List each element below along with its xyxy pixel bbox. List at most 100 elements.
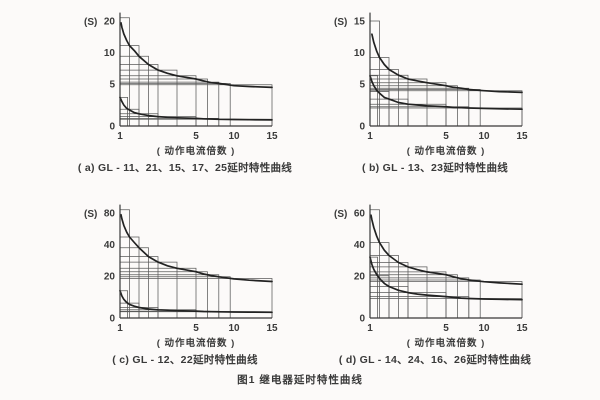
lower-limit-curve bbox=[119, 96, 273, 121]
upper-step bbox=[120, 209, 130, 318]
subplot-b: 0 5 10 15 1 5 10 15 (S)( 动作电流倍数 ) ( b) GL - 13、2… bbox=[318, 8, 552, 175]
subplot-c: 0 20 40 80 1 5 10 15 (S)( 动作电流倍数 ) ( c) GL - 12、… bbox=[68, 200, 302, 367]
x-tick-label: 5 bbox=[443, 131, 449, 142]
subplot-a: 0 5 10 20 1 5 10 15 (S)( 动作电流倍数 ) ( a) GL - 11、2… bbox=[68, 8, 302, 175]
upper-step bbox=[120, 261, 178, 318]
y-tick-label: 0 bbox=[359, 314, 365, 325]
x-axis-label: ( 动作电流倍数 ) bbox=[407, 145, 486, 157]
y-axis-unit-label: (S) bbox=[334, 209, 347, 220]
lower-step bbox=[120, 307, 159, 318]
lower-step bbox=[370, 275, 390, 318]
upper-step bbox=[370, 266, 428, 318]
y-tick-label: 20 bbox=[104, 17, 116, 28]
lower-step bbox=[370, 75, 378, 126]
x-tick-label: 10 bbox=[228, 131, 240, 142]
upper-step bbox=[120, 45, 140, 126]
y-tick-label: 5 bbox=[359, 80, 365, 91]
upper-step bbox=[120, 236, 140, 318]
upper-step bbox=[370, 85, 458, 126]
y-axis-unit-label: (S) bbox=[334, 17, 347, 28]
upper-step bbox=[120, 256, 159, 318]
x-tick-label: 15 bbox=[516, 131, 528, 142]
y-tick-label: 10 bbox=[104, 48, 116, 59]
y-tick-label: 20 bbox=[354, 272, 366, 283]
upper-step bbox=[370, 274, 458, 318]
lower-step bbox=[370, 98, 409, 126]
lower-step bbox=[370, 298, 523, 318]
y-tick-label: 60 bbox=[354, 209, 366, 220]
lower-step bbox=[120, 309, 197, 318]
upper-step bbox=[120, 267, 197, 318]
x-tick-label: 15 bbox=[266, 323, 278, 334]
lower-limit-curve bbox=[119, 289, 273, 314]
upper-step bbox=[370, 255, 399, 318]
lower-step bbox=[370, 286, 409, 318]
y-axis-unit-label: (S) bbox=[84, 209, 97, 220]
upper-limit-curve bbox=[120, 213, 273, 283]
upper-limit-curve bbox=[370, 214, 523, 286]
figure-title: 图1 继电器延时特性曲线 bbox=[237, 374, 363, 386]
upper-step bbox=[120, 55, 149, 126]
subplot-d-caption: ( d) GL - 14、24、16、26延时特性曲线 bbox=[338, 354, 532, 366]
lower-step bbox=[370, 103, 447, 126]
upper-step bbox=[120, 81, 220, 126]
y-tick-label: 10 bbox=[354, 48, 366, 59]
x-tick-label: 10 bbox=[478, 323, 490, 334]
upper-step bbox=[370, 20, 380, 126]
y-tick-label: 80 bbox=[104, 209, 116, 220]
y-tick-label: 5 bbox=[109, 80, 115, 91]
y-tick-label: 0 bbox=[109, 314, 115, 325]
y-tick-label: 40 bbox=[354, 240, 366, 251]
x-tick-label: 10 bbox=[478, 131, 490, 142]
upper-step bbox=[120, 276, 231, 318]
lower-step bbox=[120, 116, 197, 126]
y-tick-label: 20 bbox=[104, 272, 116, 283]
x-tick-label: 5 bbox=[193, 131, 199, 142]
subplot-d: 0 20 40 60 1 5 10 15 (S)( 动作电流倍数 ) ( d) GL - 14、… bbox=[318, 200, 552, 367]
upper-limit-curve bbox=[120, 22, 273, 89]
upper-step bbox=[120, 75, 197, 126]
x-tick-label: 10 bbox=[228, 323, 240, 334]
lower-step bbox=[120, 290, 128, 318]
x-tick-label: 5 bbox=[443, 323, 449, 334]
y-axis-unit-label: (S) bbox=[84, 17, 97, 28]
upper-step bbox=[370, 279, 481, 318]
upper-step bbox=[120, 278, 273, 318]
upper-step bbox=[120, 17, 130, 126]
x-tick-label: 15 bbox=[516, 323, 528, 334]
x-axis-label: ( 动作电流倍数 ) bbox=[407, 337, 486, 349]
x-axis-label: ( 动作电流倍数 ) bbox=[157, 337, 236, 349]
y-tick-label: 0 bbox=[109, 122, 115, 133]
upper-step bbox=[120, 83, 231, 126]
subplot-c-caption: ( c) GL - 12、22延时特性曲线 bbox=[112, 354, 258, 366]
y-tick-label: 40 bbox=[104, 240, 116, 251]
upper-step bbox=[120, 274, 220, 318]
x-axis-label: ( 动作电流倍数 ) bbox=[157, 145, 236, 157]
x-tick-label: 5 bbox=[193, 323, 199, 334]
lower-step bbox=[370, 292, 447, 318]
x-tick-label: 1 bbox=[367, 131, 373, 142]
lower-step bbox=[120, 118, 220, 126]
upper-step bbox=[120, 247, 149, 318]
upper-step bbox=[120, 84, 273, 126]
x-tick-label: 1 bbox=[367, 323, 373, 334]
upper-step bbox=[370, 69, 399, 126]
lower-step bbox=[370, 296, 470, 318]
upper-step bbox=[120, 78, 208, 126]
upper-step bbox=[370, 209, 380, 318]
lower-step bbox=[370, 107, 523, 126]
subplot-a-caption: ( a) GL - 11、21、15、17、25延时特性曲线 bbox=[77, 162, 293, 174]
upper-step bbox=[370, 89, 481, 126]
y-tick-label: 15 bbox=[354, 17, 366, 28]
upper-step bbox=[120, 64, 159, 126]
upper-step bbox=[120, 69, 178, 126]
x-tick-label: 15 bbox=[266, 131, 278, 142]
upper-limit-curve bbox=[371, 33, 523, 94]
lower-step bbox=[370, 256, 378, 318]
subplot-b-caption: ( b) GL - 13、23延时特性曲线 bbox=[361, 162, 509, 174]
